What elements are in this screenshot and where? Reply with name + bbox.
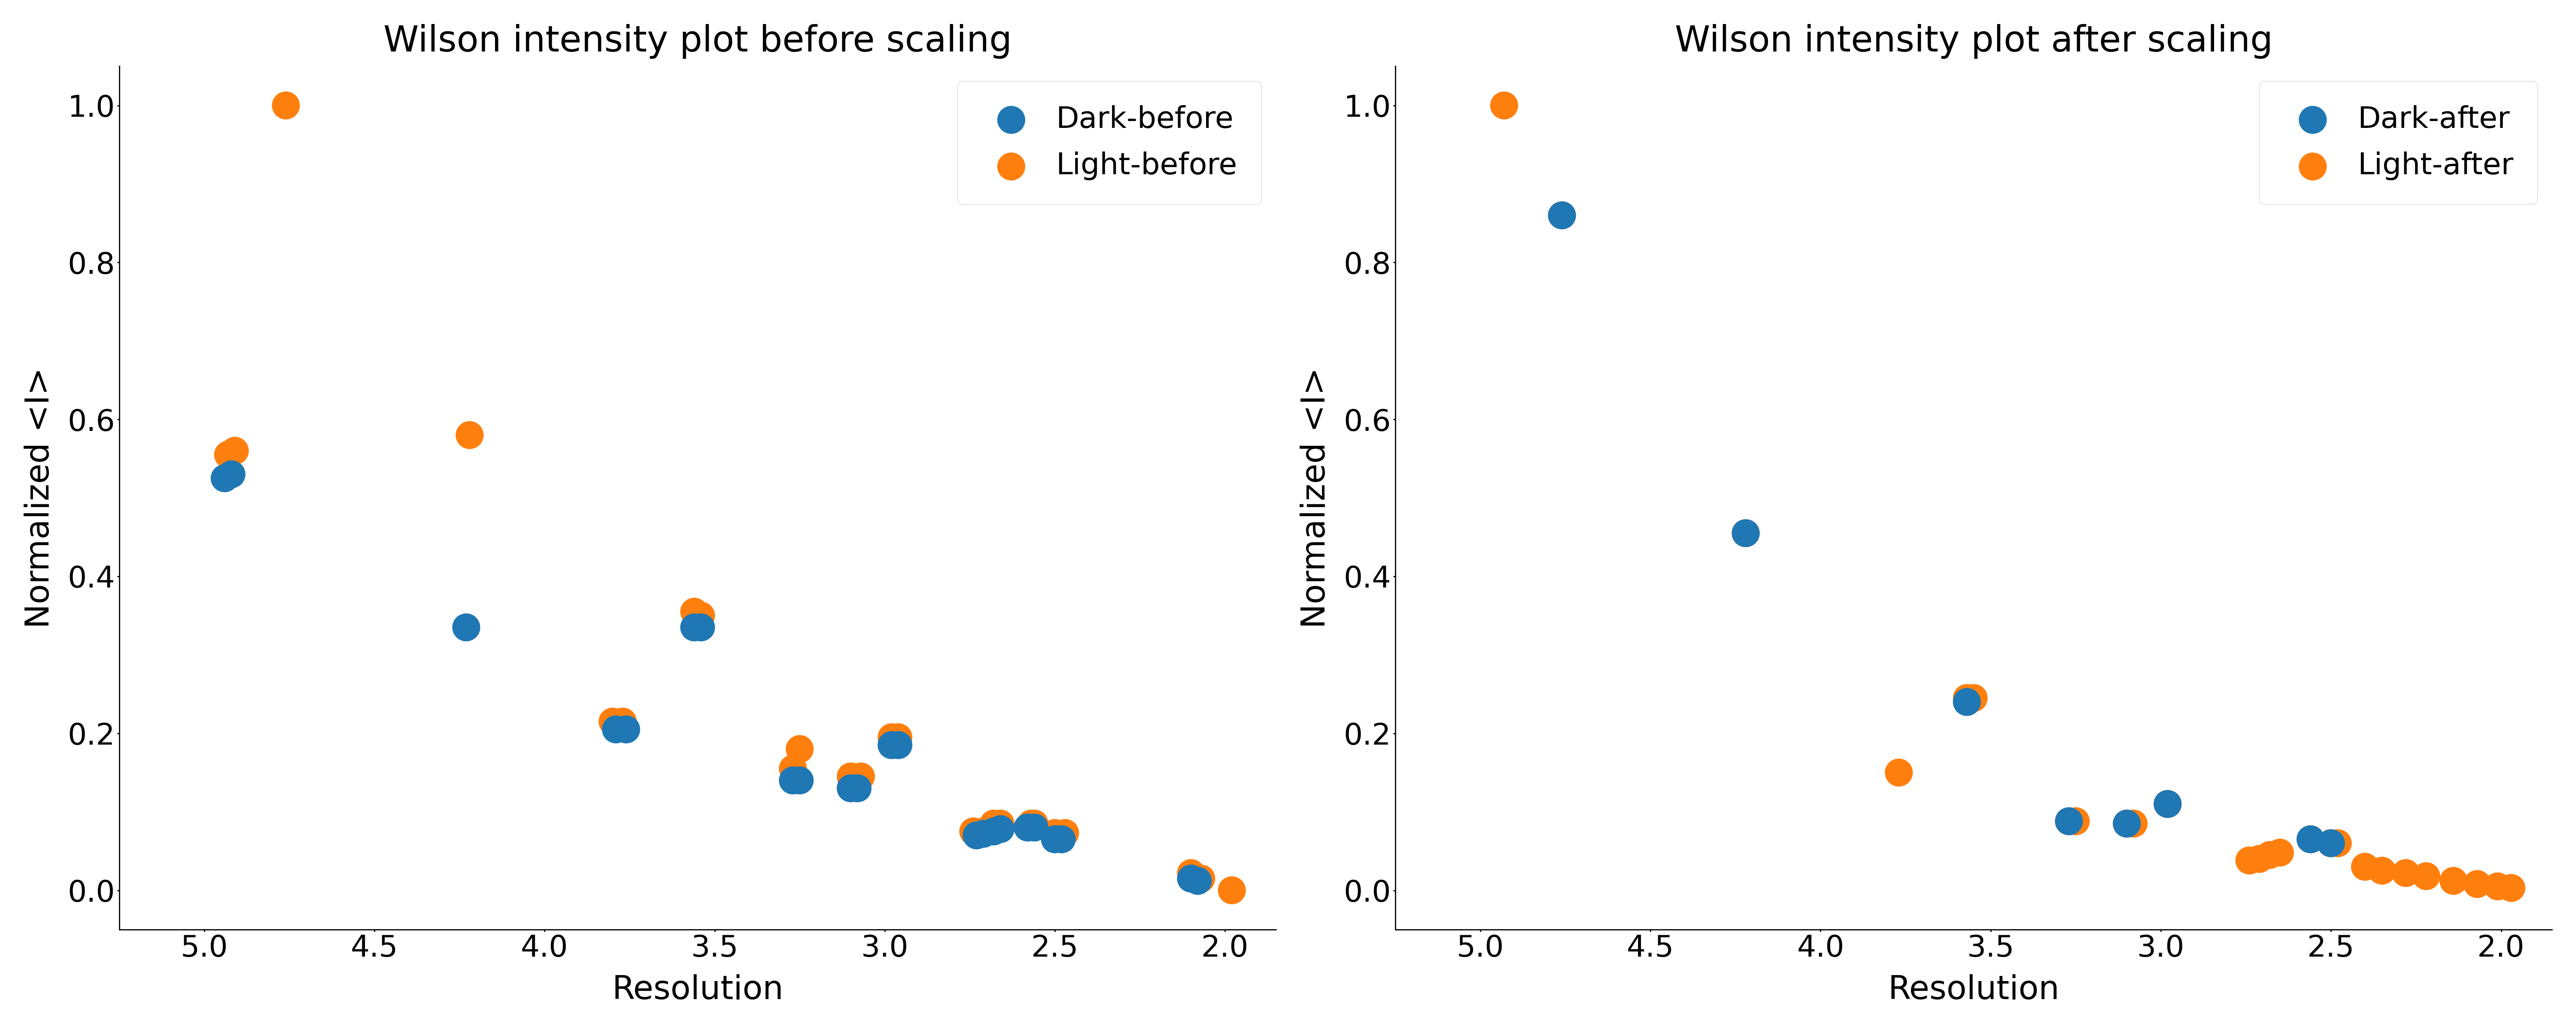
Light-after — [1540, 207, 1582, 224]
Light-before — [963, 823, 1005, 839]
Light-after — [2249, 847, 2290, 863]
Light-after — [2406, 868, 2447, 885]
Light-after — [1953, 690, 1994, 707]
Dark-after — [2048, 813, 2089, 829]
Light-after — [2146, 796, 2187, 813]
Light-after — [2362, 862, 2403, 879]
Dark-before — [878, 736, 920, 753]
Light-after — [2056, 813, 2097, 829]
Light-after — [2259, 845, 2300, 861]
Light-after — [2228, 852, 2269, 868]
Dark-before — [829, 780, 871, 796]
Dark-after — [2146, 796, 2187, 813]
Dark-before — [956, 827, 997, 844]
Light-before — [778, 741, 819, 757]
Light-before — [672, 604, 714, 620]
Light-before — [592, 714, 634, 730]
Light-after — [2385, 865, 2427, 882]
Light-before — [265, 97, 307, 113]
X-axis label: Resolution: Resolution — [1888, 974, 2058, 1006]
Light-before — [979, 816, 1020, 832]
Dark-after — [2107, 816, 2148, 832]
Dark-before — [1015, 819, 1056, 835]
Light-before — [974, 816, 1015, 832]
Light-before — [1211, 882, 1252, 898]
Dark-before — [963, 826, 1005, 843]
Legend: Dark-after, Light-after: Dark-after, Light-after — [2259, 81, 2537, 204]
Light-after — [2478, 879, 2519, 895]
Light-after — [2344, 859, 2385, 876]
Dark-before — [778, 772, 819, 789]
Light-before — [840, 768, 881, 785]
Light-after — [1878, 764, 1919, 781]
X-axis label: Resolution: Resolution — [613, 974, 783, 1006]
Light-before — [1036, 825, 1077, 842]
Dark-after — [2311, 835, 2352, 852]
Dark-before — [672, 619, 714, 636]
Dark-before — [446, 619, 487, 636]
Dark-before — [595, 721, 636, 737]
Light-before — [878, 729, 920, 746]
Title: Wilson intensity plot before scaling: Wilson intensity plot before scaling — [384, 24, 1012, 59]
Dark-before — [979, 821, 1020, 837]
Dark-after — [1947, 693, 1989, 710]
Dark-before — [1170, 870, 1211, 887]
Legend: Dark-before, Light-before: Dark-before, Light-before — [958, 81, 1262, 204]
Light-after — [1484, 97, 1525, 113]
Title: Wilson intensity plot after scaling: Wilson intensity plot after scaling — [1674, 24, 2272, 59]
Light-after — [2432, 872, 2473, 889]
Light-before — [1043, 825, 1084, 842]
Light-before — [1015, 816, 1056, 832]
Light-after — [2318, 835, 2360, 852]
Light-before — [1170, 865, 1211, 882]
Dark-after — [2290, 831, 2331, 848]
Y-axis label: Normalized <I>: Normalized <I> — [1301, 368, 1332, 628]
Dark-before — [211, 467, 252, 483]
Light-after — [2239, 851, 2280, 867]
Dark-before — [680, 619, 721, 636]
Dark-before — [773, 772, 814, 789]
Light-after — [2048, 813, 2089, 829]
Light-before — [1010, 816, 1051, 832]
Y-axis label: Normalized <I>: Normalized <I> — [23, 368, 57, 628]
Light-after — [2311, 835, 2352, 852]
Light-after — [2112, 816, 2154, 832]
Dark-before — [605, 721, 647, 737]
Dark-before — [1036, 831, 1077, 848]
Light-before — [209, 446, 250, 462]
Light-after — [2491, 880, 2532, 896]
Light-before — [829, 768, 871, 785]
Dark-before — [204, 470, 245, 486]
Dark-before — [871, 736, 912, 753]
Light-before — [603, 714, 644, 730]
Light-before — [214, 443, 255, 459]
Dark-before — [974, 823, 1015, 839]
Light-before — [1180, 870, 1221, 887]
Light-before — [448, 426, 489, 443]
Light-after — [1947, 690, 1989, 707]
Light-before — [953, 823, 994, 839]
Dark-after — [1726, 525, 1767, 542]
Dark-before — [1041, 831, 1082, 848]
Light-after — [2290, 831, 2331, 848]
Light-before — [773, 760, 814, 777]
Light-before — [871, 729, 912, 746]
Dark-before — [1007, 819, 1048, 835]
Light-after — [2458, 876, 2499, 892]
Dark-after — [1540, 207, 1582, 224]
Dark-before — [837, 780, 878, 796]
Dark-before — [1177, 872, 1218, 889]
Light-after — [2107, 816, 2148, 832]
Light-before — [680, 608, 721, 624]
Light-after — [1726, 525, 1767, 542]
